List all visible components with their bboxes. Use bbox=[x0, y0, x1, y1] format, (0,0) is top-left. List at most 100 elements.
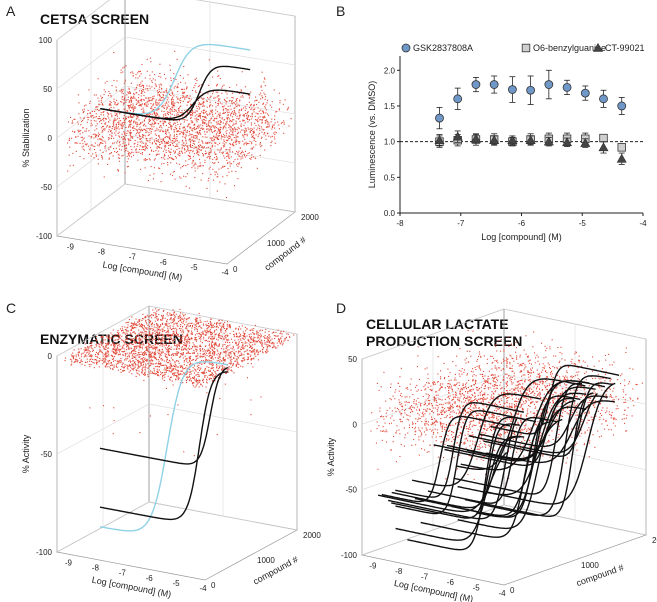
scatter-point bbox=[231, 132, 233, 134]
scatter-point bbox=[101, 344, 103, 346]
scatter-point bbox=[166, 108, 168, 110]
scatter-point bbox=[190, 380, 192, 382]
scatter-point bbox=[145, 363, 147, 365]
scatter-point bbox=[169, 85, 171, 87]
scatter-point bbox=[157, 103, 159, 105]
scatter-point bbox=[267, 126, 269, 128]
scatter-point bbox=[162, 314, 164, 316]
scatter-point bbox=[214, 351, 216, 353]
scatter-point bbox=[169, 318, 171, 320]
scatter-point bbox=[198, 124, 200, 126]
scatter-point bbox=[224, 344, 226, 346]
scatter-point bbox=[106, 126, 108, 128]
scatter-point bbox=[284, 339, 286, 341]
scatter-point bbox=[190, 104, 192, 106]
scatter-point bbox=[169, 363, 171, 365]
scatter-point bbox=[233, 119, 235, 121]
scatter-point bbox=[222, 165, 224, 167]
scatter-point bbox=[191, 352, 193, 354]
scatter-point bbox=[239, 100, 241, 102]
scatter-point bbox=[124, 121, 126, 123]
scatter-point bbox=[170, 89, 172, 91]
scatter-point bbox=[226, 97, 228, 99]
scatter-point bbox=[95, 125, 97, 127]
scatter-point bbox=[116, 118, 118, 120]
scatter-point bbox=[224, 145, 226, 147]
scatter-point bbox=[229, 332, 231, 334]
scatter-point bbox=[187, 376, 189, 378]
scatter-point bbox=[251, 136, 253, 138]
scatter-point bbox=[283, 132, 285, 134]
scatter-point bbox=[173, 330, 175, 332]
scatter-point bbox=[211, 346, 213, 348]
scatter-point bbox=[87, 345, 89, 347]
scatter-point bbox=[171, 158, 173, 160]
scatter-point bbox=[199, 333, 201, 335]
scatter-point bbox=[241, 71, 243, 73]
scatter-point bbox=[161, 357, 163, 359]
scatter-point bbox=[240, 96, 242, 98]
scatter-point bbox=[176, 149, 178, 151]
scatter-point bbox=[172, 342, 174, 344]
scatter-point bbox=[186, 358, 188, 360]
scatter-point bbox=[165, 371, 167, 373]
scatter-point bbox=[238, 112, 240, 114]
scatter-point bbox=[150, 370, 152, 372]
scatter-point bbox=[187, 338, 189, 340]
scatter-point bbox=[170, 141, 172, 143]
scatter-point bbox=[210, 318, 212, 320]
scatter-point bbox=[178, 114, 180, 116]
scatter-point bbox=[240, 354, 242, 356]
scatter-point bbox=[112, 120, 114, 122]
scatter-point bbox=[237, 339, 239, 341]
scatter-point bbox=[151, 356, 153, 358]
scatter-point bbox=[235, 332, 237, 334]
scatter-point bbox=[187, 371, 189, 373]
scatter-point bbox=[139, 356, 141, 358]
scatter-point bbox=[287, 333, 289, 335]
scatter-point bbox=[115, 351, 117, 353]
scatter-point bbox=[147, 350, 149, 352]
y-tick-label: 0.5 bbox=[384, 173, 396, 182]
data-point bbox=[489, 80, 499, 89]
scatter-point bbox=[270, 136, 272, 138]
scatter-point bbox=[216, 115, 218, 117]
scatter-point bbox=[242, 114, 244, 116]
scatter-point bbox=[176, 329, 178, 331]
scatter-point bbox=[148, 346, 150, 348]
scatter-point bbox=[185, 318, 187, 320]
scatter-point bbox=[82, 127, 84, 129]
scatter-point bbox=[195, 327, 197, 329]
scatter-point bbox=[110, 362, 112, 364]
scatter-point bbox=[85, 143, 87, 145]
scatter-point bbox=[169, 341, 171, 343]
scatter-point bbox=[158, 90, 160, 92]
scatter-point bbox=[186, 173, 188, 175]
scatter-point bbox=[146, 360, 148, 362]
scatter-point bbox=[79, 357, 81, 359]
scatter-point bbox=[251, 347, 253, 349]
scatter-point bbox=[188, 330, 190, 332]
scatter-point bbox=[230, 115, 232, 117]
scatter-point bbox=[239, 162, 241, 164]
scatter-point bbox=[162, 378, 164, 380]
scatter-point bbox=[110, 113, 112, 115]
scatter-point bbox=[248, 97, 250, 99]
scatter-point bbox=[204, 329, 206, 331]
scatter-point bbox=[133, 323, 135, 325]
scatter-point bbox=[163, 111, 165, 113]
scatter-point bbox=[170, 317, 172, 319]
scatter-point bbox=[108, 91, 110, 93]
scatter-point bbox=[191, 114, 193, 116]
scatter-point bbox=[243, 114, 245, 116]
scatter-point bbox=[92, 133, 94, 135]
scatter-point bbox=[169, 122, 171, 124]
scatter-point bbox=[108, 355, 110, 357]
scatter-point bbox=[125, 65, 127, 67]
scatter-point bbox=[168, 362, 170, 364]
scatter-point bbox=[166, 334, 168, 336]
scatter-point bbox=[253, 127, 255, 129]
scatter-point bbox=[269, 345, 271, 347]
data-point bbox=[562, 83, 572, 92]
scatter-point bbox=[130, 335, 132, 337]
